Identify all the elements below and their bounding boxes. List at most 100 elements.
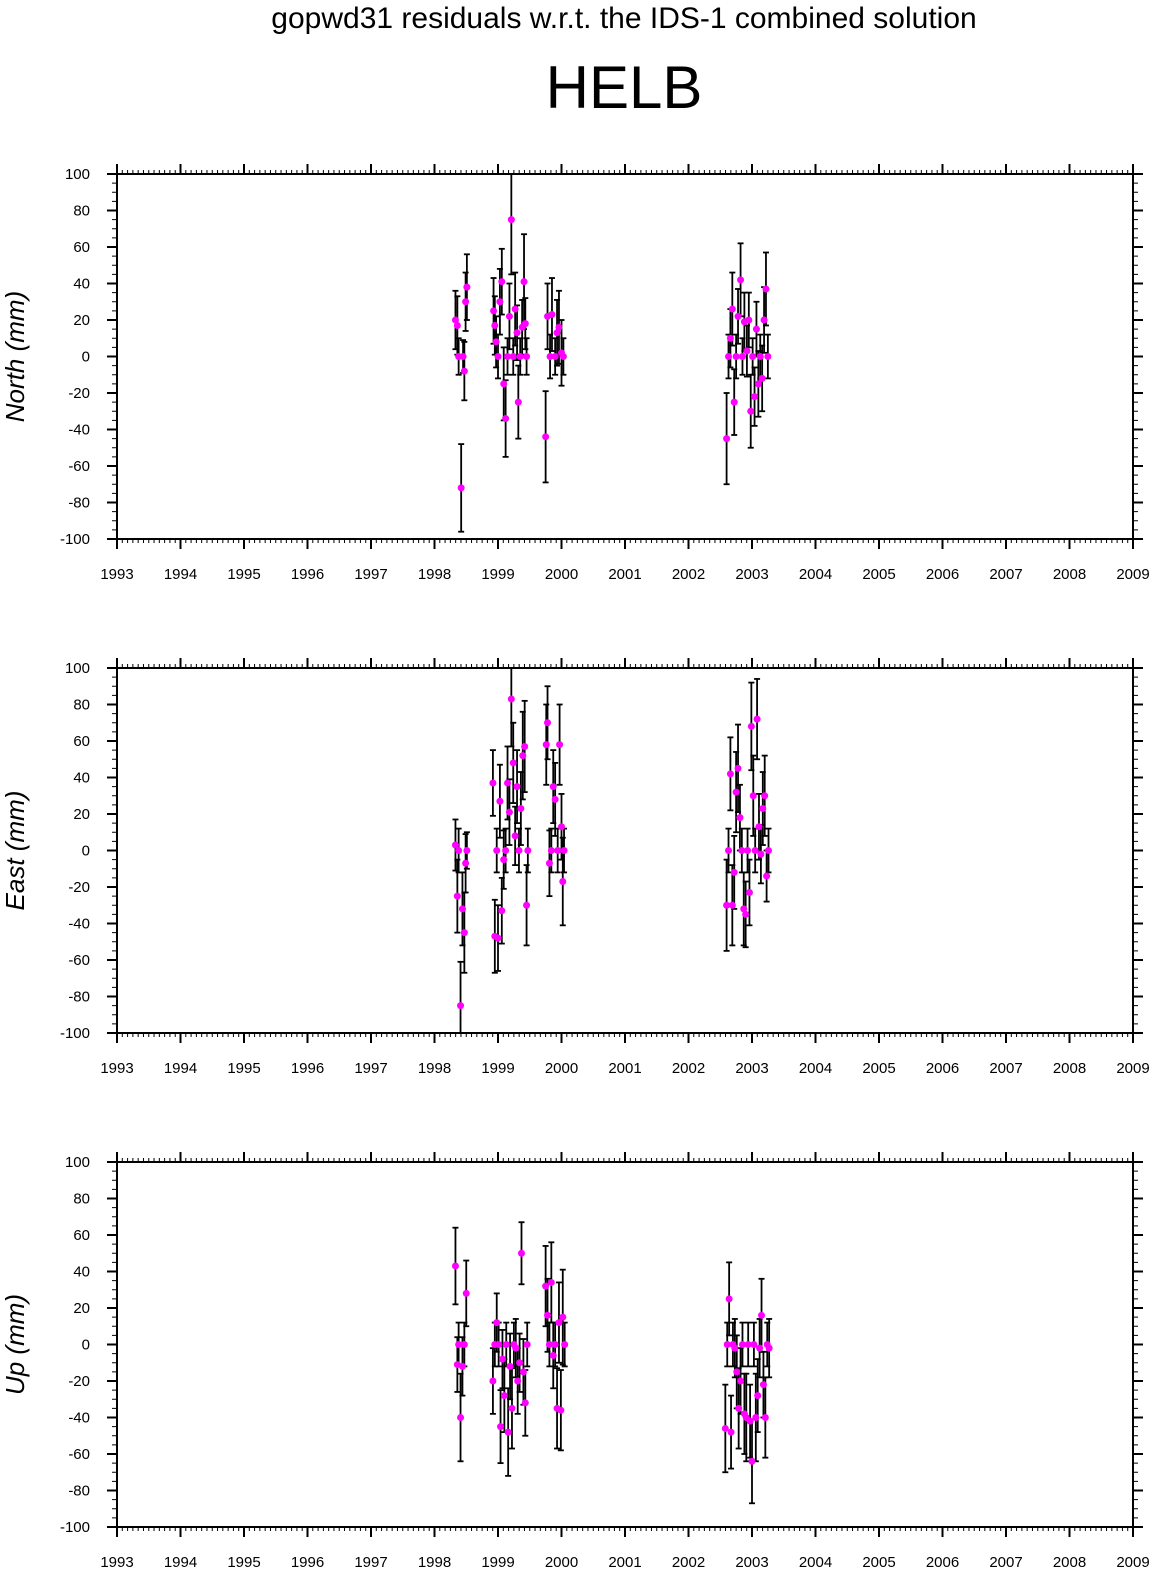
data-point [489, 1377, 497, 1385]
data-point [764, 353, 772, 360]
data-point [553, 329, 561, 337]
up-data [451, 1221, 773, 1505]
data-point [765, 1344, 773, 1352]
data-point [511, 832, 519, 840]
data-point [453, 892, 461, 900]
data-point [457, 1414, 465, 1421]
x-tick-label: 2000 [545, 566, 578, 583]
data-point [462, 859, 470, 867]
x-tick-label: 1993 [100, 1554, 133, 1571]
data-point [760, 316, 768, 324]
y-tick-label: -100 [60, 1519, 90, 1536]
data-point [738, 1341, 746, 1348]
data-point [759, 1381, 767, 1389]
data-point [496, 298, 504, 306]
data-point [561, 1341, 569, 1348]
x-tick-label: 2003 [735, 1554, 768, 1571]
x-tick-label: 1998 [418, 566, 451, 583]
data-point [556, 741, 564, 749]
data-point [551, 795, 559, 803]
y-tick-label: 20 [73, 312, 90, 329]
y-tick-label: -20 [68, 385, 90, 402]
data-point [492, 338, 500, 346]
data-point [460, 1341, 468, 1348]
data-point [523, 1341, 531, 1348]
data-point [460, 929, 468, 937]
data-point [508, 1404, 516, 1412]
data-point [509, 353, 517, 360]
y-tick-label: 80 [73, 1191, 90, 1208]
data-point [545, 1341, 553, 1348]
data-point [516, 353, 524, 360]
data-point [751, 847, 759, 854]
data-point [460, 367, 468, 375]
data-point [735, 1404, 743, 1412]
x-tick-label: 2008 [1053, 566, 1086, 583]
x-tick-label: 1999 [481, 1060, 514, 1077]
data-point [549, 1351, 557, 1359]
data-point [559, 353, 567, 360]
data-point [740, 905, 748, 913]
data-point [547, 1278, 555, 1286]
data-point [737, 276, 745, 284]
data-point [554, 847, 562, 854]
data-point [512, 1344, 520, 1352]
data-point [752, 325, 760, 333]
data-point [542, 433, 550, 441]
data-point [500, 1392, 508, 1400]
x-tick-label: 1995 [227, 1554, 260, 1571]
x-tick-label: 2008 [1053, 1554, 1086, 1571]
data-point [544, 719, 552, 727]
chart-subtitle: HELB [546, 54, 703, 121]
data-point [732, 353, 740, 360]
y-tick-label: -80 [68, 1483, 90, 1500]
data-point [559, 1313, 567, 1321]
data-point [504, 779, 512, 787]
data-point [463, 847, 471, 854]
x-tick-label: 1994 [164, 566, 197, 583]
y-tick-label: 20 [73, 1300, 90, 1317]
up-y-axis-label: Up (mm) [0, 1294, 30, 1395]
data-point [548, 311, 556, 319]
data-point [459, 353, 467, 360]
data-point [502, 415, 510, 423]
y-tick-label: -40 [68, 422, 90, 439]
y-tick-label: 60 [73, 239, 90, 256]
north-panel: 1993 1994 1995 1996 1997 1998 1999 2000 2001 2002… [0, 164, 1150, 583]
x-tick-label: 2006 [926, 566, 959, 583]
x-tick-label: 2009 [1116, 1060, 1149, 1077]
data-point [500, 856, 508, 864]
data-point [458, 1362, 466, 1370]
y-tick-label: 100 [65, 1154, 90, 1171]
data-point [504, 1428, 512, 1436]
y-tick-label: -80 [68, 495, 90, 512]
data-point [505, 808, 513, 816]
data-point [451, 316, 459, 324]
data-point [513, 783, 521, 791]
data-point [521, 320, 529, 328]
data-point [496, 797, 504, 805]
data-point [517, 805, 525, 813]
data-point [489, 779, 497, 787]
data-point [745, 316, 753, 324]
data-point [458, 905, 466, 913]
data-point [507, 216, 515, 224]
data-point [754, 1392, 762, 1400]
data-point [728, 901, 736, 909]
data-point [451, 841, 459, 849]
x-tick-label: 2005 [862, 1060, 895, 1077]
data-point [558, 823, 565, 831]
data-point [752, 1414, 760, 1421]
east-panel: 1993 1994 1995 1996 1997 1998 1999 2000 2001 2002… [0, 658, 1150, 1077]
data-point [498, 1355, 506, 1363]
data-point [559, 878, 567, 886]
y-tick-label: 60 [73, 1227, 90, 1244]
data-point [523, 901, 531, 909]
data-point [762, 285, 770, 293]
data-point [723, 1341, 731, 1348]
x-tick-label: 1996 [291, 566, 324, 583]
data-point [462, 1289, 470, 1297]
data-point [498, 907, 506, 915]
data-point [504, 353, 512, 360]
